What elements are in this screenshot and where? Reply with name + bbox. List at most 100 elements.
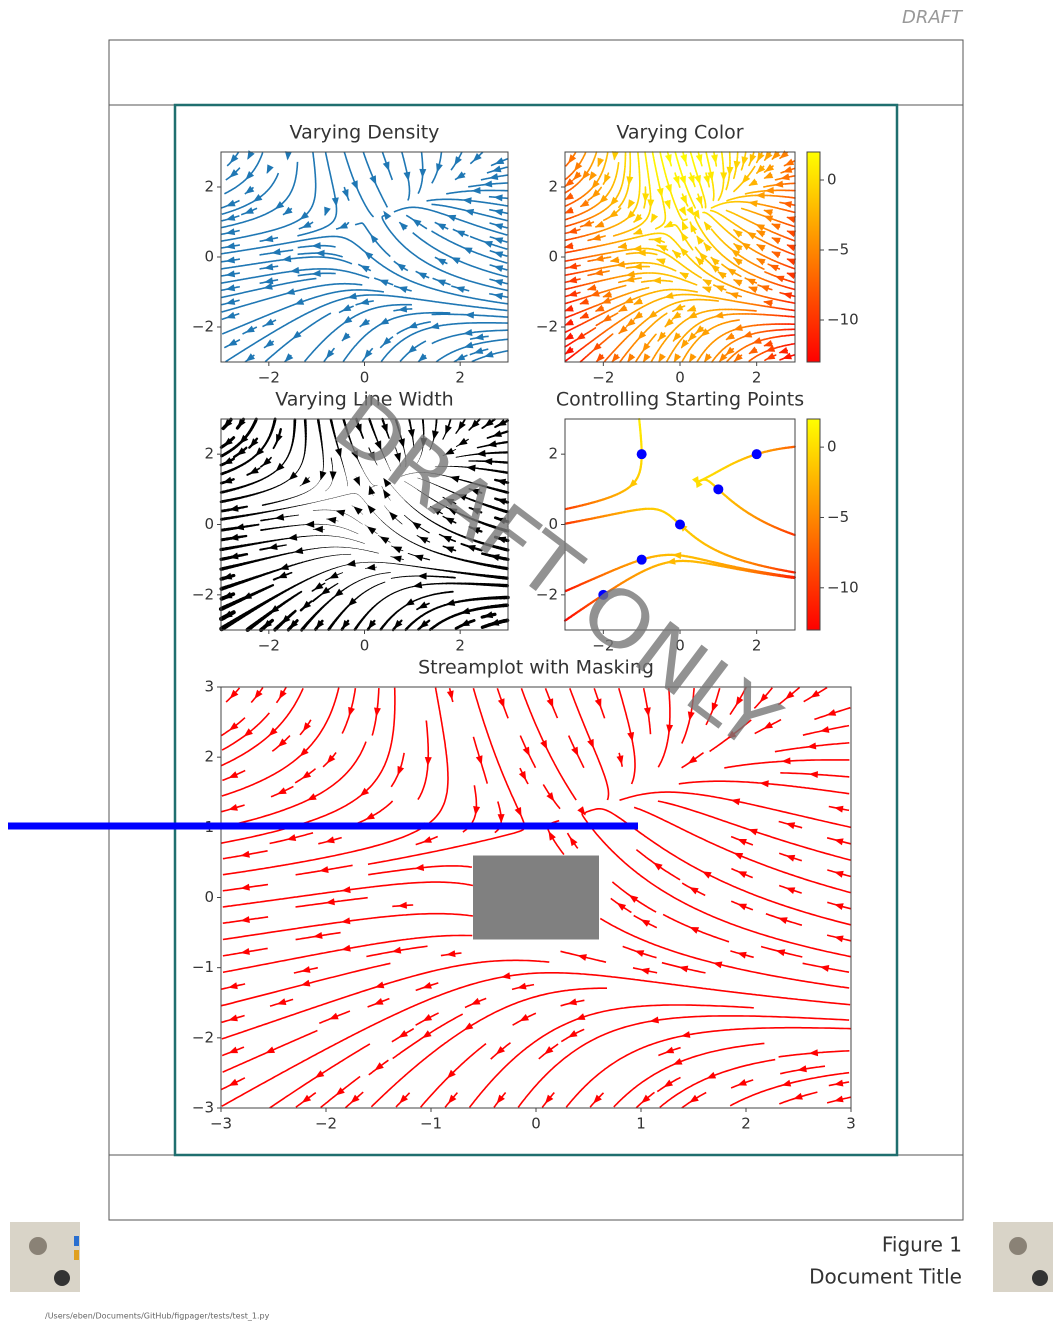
streamline-segment bbox=[564, 231, 569, 235]
stream-arrow bbox=[247, 150, 255, 160]
streamline-segment bbox=[344, 471, 346, 476]
streamline-segment bbox=[413, 542, 418, 546]
streamline-segment bbox=[302, 560, 307, 563]
stream-arrow bbox=[492, 430, 502, 437]
streamline-segment bbox=[286, 497, 292, 500]
streamline-segment bbox=[564, 302, 569, 305]
streamline-segment bbox=[779, 291, 784, 295]
stream-arrow bbox=[688, 353, 697, 363]
stream-arrow bbox=[412, 218, 422, 227]
streamline-segment bbox=[454, 626, 460, 630]
stream-arrow bbox=[755, 224, 765, 232]
streamline-segment bbox=[353, 518, 358, 521]
streamline-segment bbox=[290, 515, 296, 517]
stream-arrow bbox=[618, 304, 628, 312]
streamline-segment bbox=[709, 209, 714, 212]
streamline-segment bbox=[564, 204, 569, 207]
stream-arrow bbox=[664, 220, 674, 228]
streamline-segment bbox=[430, 549, 435, 553]
streamline-segment bbox=[612, 234, 617, 237]
stream-arrow bbox=[786, 272, 797, 280]
stream-arrow bbox=[703, 353, 712, 363]
stream-arrow bbox=[329, 571, 339, 579]
streamline-segment bbox=[733, 190, 736, 193]
stream-arrow bbox=[759, 285, 770, 292]
streamline-segment bbox=[375, 573, 380, 576]
stream-arrow bbox=[656, 187, 664, 198]
streamline-segment bbox=[219, 556, 227, 562]
stream-arrow bbox=[249, 466, 259, 475]
streamline-segment bbox=[383, 522, 387, 525]
stream-arrow bbox=[419, 620, 429, 629]
stream-arrow bbox=[711, 154, 718, 164]
streamline-segment bbox=[313, 558, 318, 560]
stream-arrow bbox=[755, 191, 765, 199]
y-tick-label: −2 bbox=[192, 318, 214, 336]
stream-arrow bbox=[656, 258, 666, 266]
stream-arrow bbox=[242, 592, 253, 600]
streamline-segment bbox=[417, 544, 422, 547]
stream-arrow bbox=[367, 526, 377, 535]
stream-arrow bbox=[782, 292, 793, 299]
stream-arrow bbox=[623, 296, 634, 304]
streamline-segment bbox=[411, 506, 415, 509]
stream-arrow bbox=[587, 284, 597, 291]
stream-arrow bbox=[393, 619, 403, 629]
stream-arrow bbox=[276, 433, 283, 444]
stream-arrow bbox=[757, 152, 765, 162]
stream-arrow bbox=[582, 219, 592, 227]
stream-arrow bbox=[341, 332, 351, 341]
streamline-segment bbox=[397, 576, 403, 578]
streamline-segment bbox=[418, 512, 423, 516]
stream-arrow bbox=[294, 298, 305, 305]
stream-arrow bbox=[733, 353, 743, 362]
stream-arrow bbox=[392, 546, 403, 554]
streamline-segment bbox=[328, 498, 333, 500]
stream-arrow bbox=[379, 317, 390, 325]
stream-arrow bbox=[764, 186, 774, 194]
streamlines bbox=[563, 150, 797, 363]
x-tick-label: −2 bbox=[258, 369, 280, 387]
streamline-segment bbox=[486, 436, 491, 439]
streamline-segment bbox=[435, 523, 440, 527]
streamline-segment bbox=[480, 624, 488, 629]
streamline-segment bbox=[337, 526, 342, 528]
stream-arrow bbox=[326, 516, 337, 524]
streamline-segment bbox=[300, 492, 305, 495]
streamline-segment bbox=[360, 512, 364, 515]
chart-title: Varying Density bbox=[290, 122, 440, 144]
streamline-segment bbox=[310, 502, 315, 504]
stream-arrow bbox=[633, 213, 643, 223]
stream-arrow bbox=[417, 572, 427, 580]
stream-arrow bbox=[262, 619, 272, 629]
stream-arrow bbox=[729, 292, 739, 299]
stream-arrow bbox=[602, 314, 612, 322]
stream-arrow bbox=[696, 235, 705, 245]
stream-arrow bbox=[419, 168, 427, 178]
stream-arrow bbox=[563, 242, 574, 250]
streamline-segment bbox=[330, 567, 335, 570]
streamline-segment bbox=[219, 444, 225, 449]
streamline-segment bbox=[346, 538, 351, 540]
stream-arrow bbox=[493, 194, 503, 202]
stream-arrow bbox=[472, 153, 482, 162]
streamline-segment bbox=[321, 499, 326, 501]
stream-arrow bbox=[695, 325, 705, 334]
stream-arrow bbox=[603, 174, 611, 184]
stream-arrow bbox=[225, 228, 236, 236]
streamline-segment bbox=[564, 330, 568, 333]
stream-arrow bbox=[756, 164, 766, 174]
stream-arrow bbox=[748, 178, 758, 186]
stream-arrow bbox=[686, 206, 695, 216]
stream-arrow bbox=[285, 288, 296, 295]
x-tick-label: −2 bbox=[592, 369, 614, 387]
stream-arrow bbox=[252, 194, 263, 202]
x-tick-label: 0 bbox=[360, 369, 370, 387]
streamline-segment bbox=[260, 519, 266, 522]
streamline-segment bbox=[307, 489, 311, 492]
stream-arrow bbox=[579, 297, 590, 305]
stream-arrow bbox=[418, 353, 428, 362]
streamline-segment bbox=[433, 551, 439, 554]
streamline-segment bbox=[288, 506, 293, 509]
streamline-segment bbox=[302, 503, 308, 506]
